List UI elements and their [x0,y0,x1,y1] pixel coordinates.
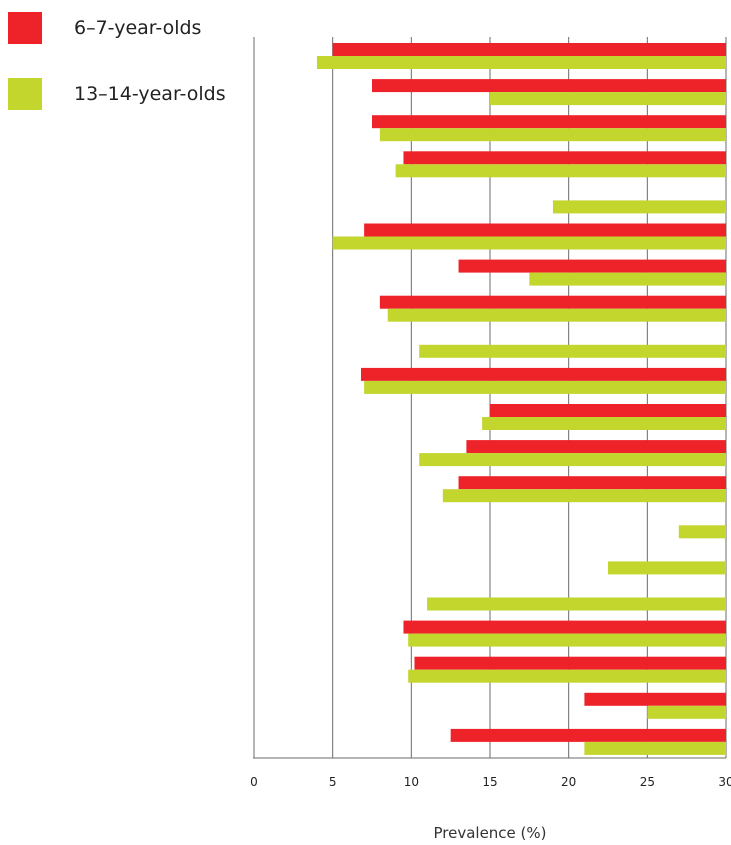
x-tick-label: 25 [640,775,655,789]
bar-age-13-14 [482,417,726,430]
legend-item-6-7-year-olds: 6–7-year-olds [8,12,201,44]
bar-age-6-7 [403,151,726,165]
bar-age-13-14 [419,453,726,467]
bar-age-13-14 [427,597,726,611]
bar-age-13-14 [490,92,726,106]
legend-swatch-green [8,78,42,110]
bar-age-6-7 [379,295,726,309]
bar-age-6-7 [450,728,726,742]
bar-age-13-14 [332,236,726,250]
x-tick-label: 15 [482,775,497,789]
bar-age-13-14 [395,164,726,178]
bar-age-13-14 [379,128,726,142]
x-axis-title: Prevalence (%) [433,824,546,842]
bar-age-13-14 [364,380,726,394]
bar-age-13-14 [552,200,726,214]
bar-age-6-7 [372,115,726,129]
bar-age-6-7 [458,259,726,273]
bar-age-13-14 [608,561,726,575]
bar-age-6-7 [372,79,726,93]
bar-age-6-7 [414,656,726,670]
bar-age-6-7 [466,440,726,454]
bar-age-13-14 [647,705,726,719]
bar-age-6-7 [490,404,726,417]
legend-label: 13–14-year-olds [74,83,226,105]
bar-age-13-14 [584,741,726,755]
bar-age-13-14 [419,344,726,358]
bar-age-6-7 [403,620,726,634]
bar-age-6-7 [364,223,726,237]
legend-item-13-14-year-olds: 13–14-year-olds [8,78,226,110]
x-tick-label: 10 [404,775,419,789]
bar-age-13-14 [529,272,726,286]
bar-age-13-14 [387,308,726,322]
bar-age-6-7 [584,692,726,706]
bar-age-13-14 [316,56,726,69]
bar-age-6-7 [458,476,726,490]
x-tick-label: 0 [250,775,258,789]
legend-label: 6–7-year-olds [74,17,202,39]
bar-age-6-7 [332,43,726,56]
x-tick-label: 30 [718,775,731,789]
bar-age-6-7 [360,367,726,381]
bar-age-13-14 [678,525,726,539]
x-tick-label: 20 [561,775,576,789]
x-tick-label: 5 [329,775,337,789]
bar-age-13-14 [408,669,726,683]
legend-swatch-red [8,12,42,44]
bar-age-13-14 [442,489,726,503]
bar-age-13-14 [408,633,726,647]
